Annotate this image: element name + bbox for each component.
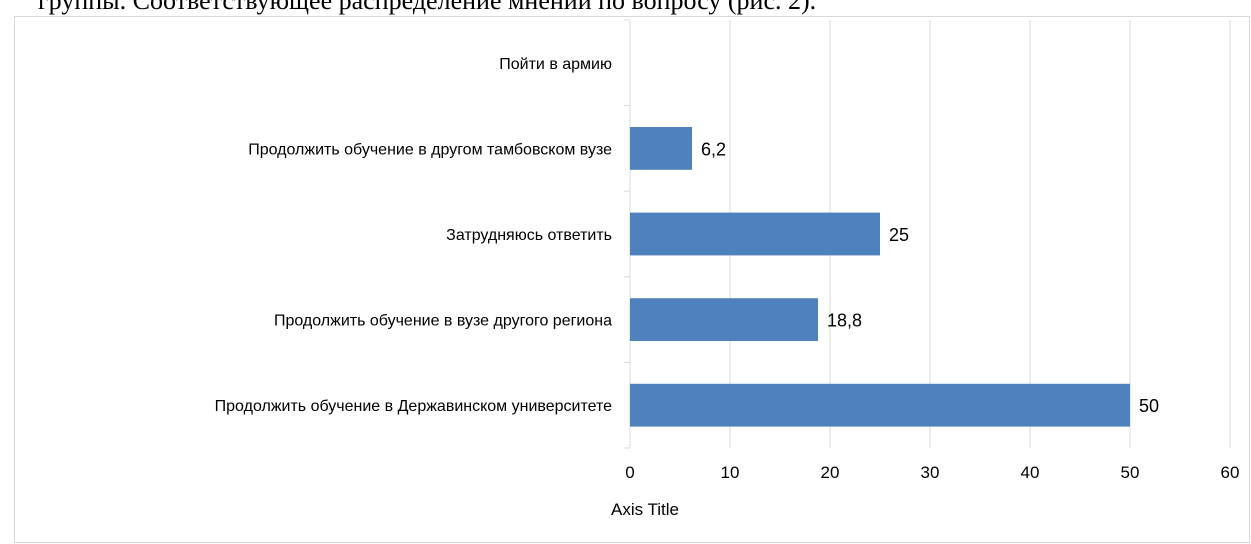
x-tick-label: 60 (1221, 463, 1240, 482)
x-tick-label: 40 (1021, 463, 1040, 482)
bar (630, 127, 692, 170)
bar (630, 383, 1130, 427)
labels: 0 10 20 30 40 50 60 Продолжить обучение в Держа… (215, 56, 1240, 482)
x-tick-label: 10 (721, 463, 740, 482)
data-label: 18,8 (827, 311, 862, 331)
category-label: Затрудняюсь ответить (446, 227, 612, 244)
category-axis (624, 19, 631, 449)
chart-frame (14, 16, 1250, 543)
x-tick-label: 30 (921, 463, 940, 482)
x-tick-label: 50 (1121, 463, 1140, 482)
data-label: 6,2 (701, 139, 726, 159)
category-label: Пойти в армию (499, 56, 612, 73)
category-label: Продолжить обучение в вузе другого регио… (274, 313, 612, 330)
bar (630, 298, 818, 341)
category-label: Продолжить обучение в другом тамбовском … (248, 141, 612, 158)
bars (630, 127, 1130, 427)
x-axis-title: Axis Title (611, 500, 679, 519)
data-label: 50 (1139, 396, 1159, 416)
bar (630, 212, 880, 256)
x-tick-label: 0 (625, 463, 634, 482)
page-text-fragment: группы. Соответствующее распределение мн… (38, 0, 817, 15)
x-tick-label: 20 (821, 463, 840, 482)
data-label: 25 (889, 225, 909, 245)
category-label: Продолжить обучение в Державинском униве… (215, 398, 612, 415)
